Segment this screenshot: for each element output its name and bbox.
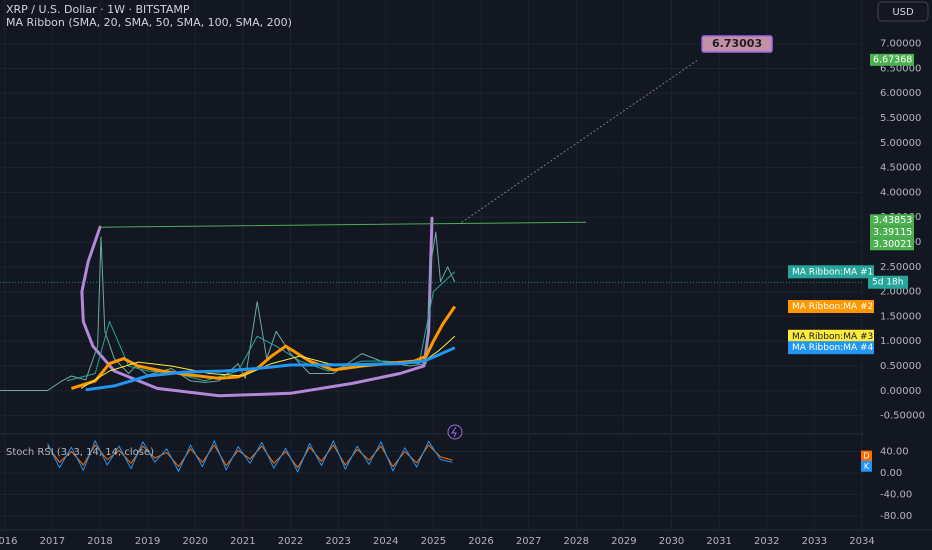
- ma-axis-label-bg: [788, 300, 874, 314]
- x-tick-label: 2019: [135, 536, 160, 547]
- series-line: [85, 346, 456, 392]
- countdown: 5d 18h: [872, 278, 903, 288]
- x-tick-label: 2026: [468, 536, 493, 547]
- drawing-line: [99, 221, 587, 228]
- y-tick-label: 0.00000: [880, 386, 921, 397]
- currency-button[interactable]: [877, 1, 929, 22]
- rsi-axis-label: D: [863, 452, 869, 461]
- rsi-axis-label: K: [864, 462, 870, 471]
- ma-axis-label-bg: [788, 265, 874, 279]
- ma-axis-label: MA Ribbon:MA #4: [792, 343, 874, 353]
- x-tick-label: 2024: [373, 536, 398, 547]
- x-tick-label: 2017: [40, 536, 65, 547]
- x-tick-label: 2028: [564, 536, 589, 547]
- x-tick-label: 2018: [87, 536, 112, 547]
- price-label: 3.43853: [873, 215, 912, 226]
- series-line: [47, 444, 453, 469]
- x-tick-label: 2021: [230, 536, 255, 547]
- indicator-title: MA Ribbon (SMA, 20, SMA, 50, SMA, 100, S…: [6, 16, 292, 29]
- x-tick-label: 2033: [802, 536, 827, 547]
- price-label: 6.67368: [873, 54, 912, 65]
- x-tick-label: 2016: [0, 536, 17, 547]
- ma-axis-label: MA Ribbon:MA #3: [792, 332, 873, 342]
- rsi-axis-label-bg: [861, 460, 872, 472]
- drawing-line: [80, 216, 434, 398]
- ma-axis-label-bg: [788, 341, 874, 355]
- x-tick-label: 2020: [183, 536, 208, 547]
- ma-axis-label: MA Ribbon:MA #1: [792, 267, 873, 277]
- y-tick-label: 0.50000: [880, 361, 921, 372]
- y-tick-label: 6.00000: [880, 88, 921, 99]
- x-tick-label: 2027: [516, 536, 541, 547]
- price-label-bg: [870, 53, 914, 66]
- x-tick-label: 2034: [849, 536, 874, 547]
- x-tick-label: 2031: [706, 536, 731, 547]
- series-line: [0, 231, 456, 391]
- countdown-bg: [868, 275, 908, 289]
- target-label: 6.73003: [712, 37, 762, 50]
- y-tick-label: 5.50000: [880, 113, 921, 124]
- y-tick-label: -40.00: [880, 490, 912, 501]
- rsi-title: Stoch RSI (3, 3, 14, 14, close): [6, 447, 154, 458]
- x-tick-label: 2022: [278, 536, 303, 547]
- y-tick-label: 1.00000: [880, 336, 921, 347]
- y-tick-label: 7.00000: [880, 39, 921, 50]
- y-tick-label: 6.50000: [880, 63, 921, 74]
- series-line: [47, 440, 453, 473]
- y-tick-label: 2.00000: [880, 287, 921, 298]
- ma-axis-label: MA Ribbon:MA #2: [792, 302, 873, 312]
- rsi-axis-label-bg: [861, 450, 872, 462]
- price-label: 3.39115: [873, 227, 912, 238]
- y-tick-label: 4.00000: [880, 187, 921, 198]
- currency-label[interactable]: USD: [892, 7, 914, 18]
- y-tick-label: -80.00: [880, 511, 912, 522]
- drawing-line: [461, 59, 699, 223]
- price-label-bg: [870, 226, 914, 239]
- y-tick-label: 0.00: [880, 468, 902, 479]
- x-tick-label: 2029: [611, 536, 636, 547]
- price-label-bg: [870, 238, 914, 251]
- event-icon[interactable]: [447, 424, 463, 440]
- x-tick-label: 2032: [754, 536, 779, 547]
- y-tick-label: -0.50000: [880, 411, 925, 422]
- y-tick-label: 2.50000: [880, 262, 921, 273]
- series-line: [70, 305, 457, 390]
- price-label: 3.30021: [873, 239, 912, 250]
- x-tick-label: 2023: [325, 536, 350, 547]
- y-tick-label: 4.50000: [880, 163, 921, 174]
- price-label-bg: [870, 214, 914, 227]
- y-tick-label: 5.00000: [880, 138, 921, 149]
- x-tick-label: 2025: [421, 536, 446, 547]
- symbol-title: XRP / U.S. Dollar · 1W · BITSTAMP: [6, 3, 190, 16]
- ma-axis-label-bg: [788, 329, 874, 343]
- y-tick-label: 40.00: [880, 447, 909, 458]
- y-tick-label: 1.50000: [880, 311, 921, 322]
- event-icon-glyph: [451, 426, 457, 438]
- x-tick-label: 2030: [659, 536, 684, 547]
- target-label-bg: [701, 35, 773, 53]
